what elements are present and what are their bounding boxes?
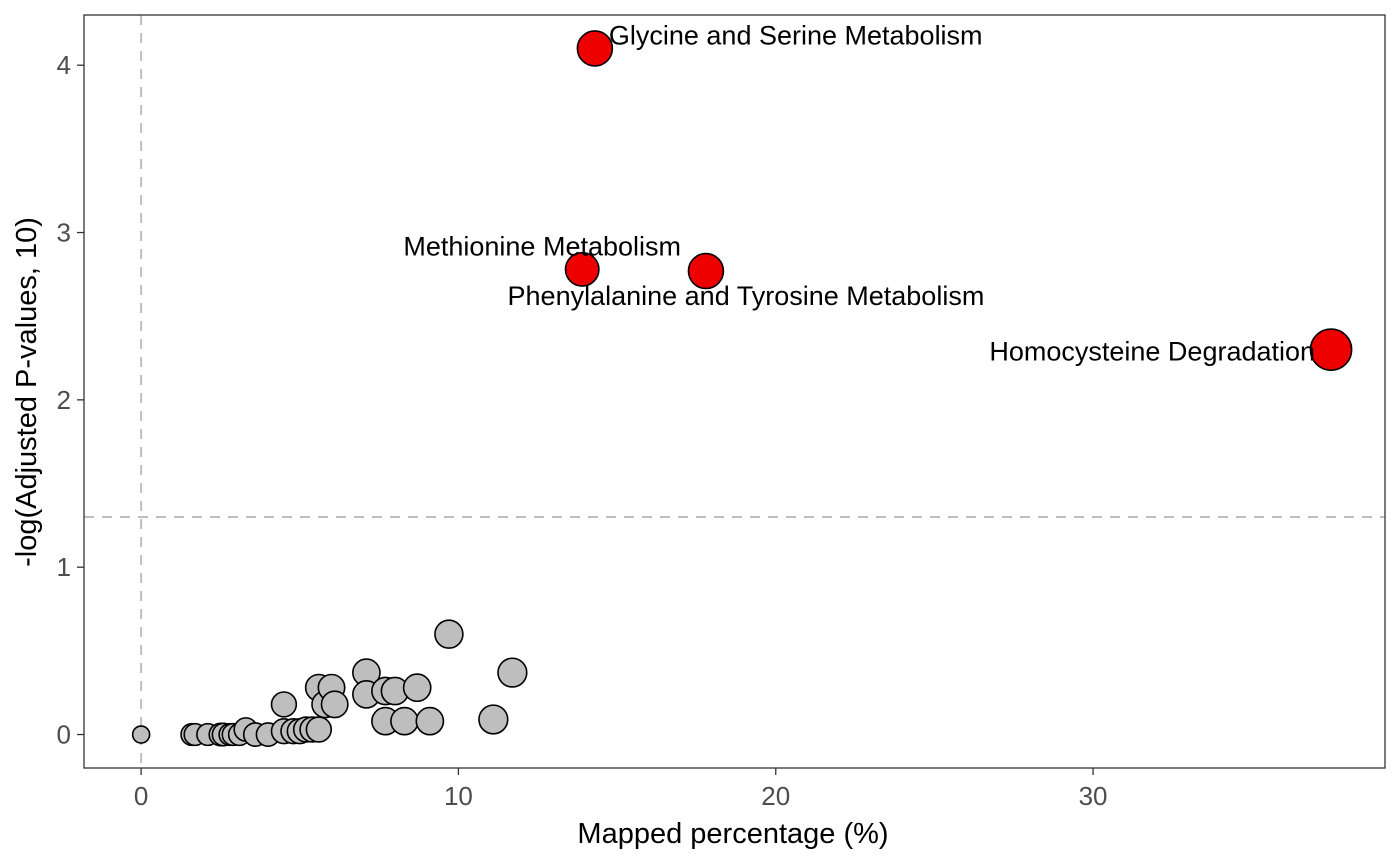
data-point bbox=[131, 725, 151, 744]
y-tick-label: 3 bbox=[57, 218, 71, 248]
x-tick-label: 0 bbox=[134, 781, 148, 811]
data-point bbox=[415, 706, 445, 736]
plot-layer: Glycine and Serine Metabolism Methionine … bbox=[84, 15, 1385, 768]
significant-data-point bbox=[687, 252, 725, 290]
point-label: Phenylalanine and Tyrosine Metabolism bbox=[508, 281, 985, 311]
panel-border bbox=[83, 14, 1386, 769]
data-point bbox=[434, 619, 464, 649]
data-point bbox=[390, 706, 419, 736]
y-tick-label: 2 bbox=[57, 385, 71, 415]
x-tick-label: 30 bbox=[1079, 781, 1108, 811]
significant-data-point bbox=[564, 251, 600, 287]
data-point bbox=[320, 690, 349, 719]
point-label: Methionine Metabolism bbox=[403, 231, 681, 261]
significant-data-point bbox=[576, 30, 614, 67]
significant-data-point bbox=[1309, 328, 1353, 372]
data-point bbox=[402, 673, 432, 703]
x-axis-title: Mapped percentage (%) bbox=[577, 818, 888, 850]
point-label: Homocysteine Degradation bbox=[989, 337, 1315, 367]
point-label: Glycine and Serine Metabolism bbox=[609, 20, 983, 50]
x-tick-label: 20 bbox=[761, 781, 790, 811]
data-point bbox=[305, 716, 333, 743]
y-axis-title: -log(Adjusted P-values, 10) bbox=[11, 217, 43, 567]
y-tick-label: 1 bbox=[57, 552, 71, 582]
data-point bbox=[270, 691, 298, 718]
data-point bbox=[497, 657, 528, 688]
y-tick-label: 0 bbox=[57, 720, 71, 750]
data-point bbox=[478, 704, 509, 735]
x-tick-label: 10 bbox=[444, 781, 473, 811]
y-tick-label: 4 bbox=[57, 50, 71, 80]
axis-layer: 0 10 20 30 0 1 2 3 4 bbox=[57, 14, 1386, 811]
